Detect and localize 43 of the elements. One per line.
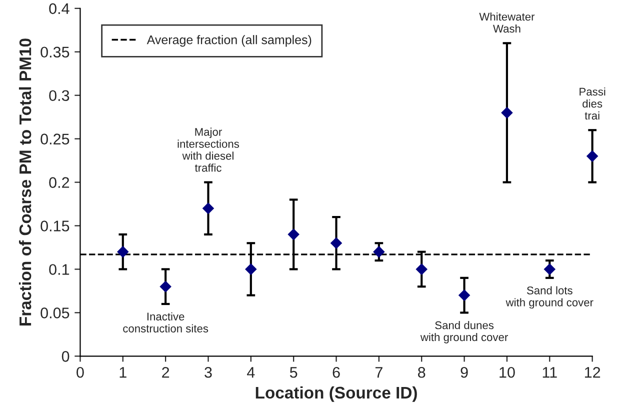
point [288,228,300,240]
x-tick-label: 5 [290,367,298,378]
x-tick-label: 10 [500,366,515,378]
point [202,202,214,214]
x-tick-label: 1 [120,367,126,378]
y-tick-label: 0.3 [49,90,70,102]
x-tick-label: 11 [542,367,557,378]
y-tick-label: 0 [62,351,70,362]
annotation: Inactive construction sites [123,312,208,332]
y-tick-label: 0.35 [40,46,70,58]
point [586,150,598,162]
y-tick-label: 0.05 [40,308,70,318]
point [245,264,257,275]
point [458,290,470,301]
y-tick-label: 0.1 [49,264,70,275]
y-axis-title: Fraction of Coarse PM to Total PM10 [18,38,32,326]
x-tick-label: 4 [247,367,255,378]
annotation: Sand lots with ground cover [506,286,594,309]
annotation: Whitewater Wash [479,12,535,33]
x-tick-label: 3 [204,366,212,378]
y-tick-label: 0.15 [40,220,70,232]
x-tick-label: 9 [460,366,468,378]
point [117,246,128,258]
annotation: Passi dies trai [580,87,606,120]
point [160,280,172,292]
y-tick-label: 0.25 [40,134,70,144]
point [416,264,428,275]
x-tick-label: 8 [418,366,426,378]
x-axis-title: Location (Source ID) [256,386,417,402]
point [373,246,385,258]
x-tick-label: 7 [375,367,382,378]
annotation: Major intersections with diesel traffic [178,128,240,172]
x-tick-label: 12 [584,366,600,378]
point [330,238,342,249]
y-tick-label: 0.2 [49,177,70,188]
legend-label: Average fraction (all samples) [146,35,312,47]
x-tick-label: 0 [76,366,84,378]
y-tick-label: 0.4 [49,3,70,14]
point [501,107,513,118]
annotation: Sand dunes with ground cover [420,321,508,344]
x-tick-label: 6 [332,366,340,378]
x-tick-label: 2 [162,366,170,378]
point [544,264,556,275]
